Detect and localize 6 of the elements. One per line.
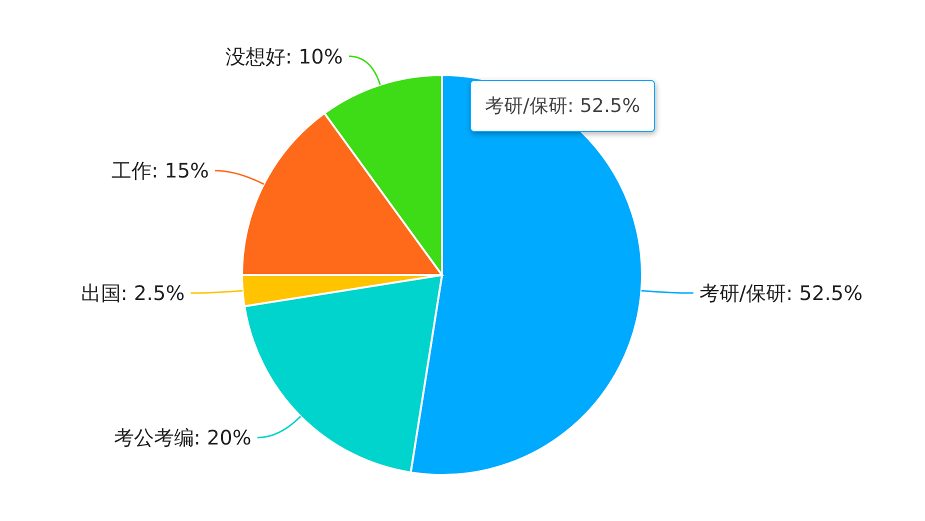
slice-label: 工作: 15%: [112, 158, 210, 183]
slice-label: 考研/保研: 52.5%: [699, 281, 863, 306]
slice-label: 出国: 2.5%: [80, 281, 185, 306]
text: 考研/保研: 52.5%: [470, 80, 656, 132]
slice-label: 没想好: 10%: [225, 44, 343, 68]
slice-label: 考公考编: 20%: [114, 426, 252, 450]
